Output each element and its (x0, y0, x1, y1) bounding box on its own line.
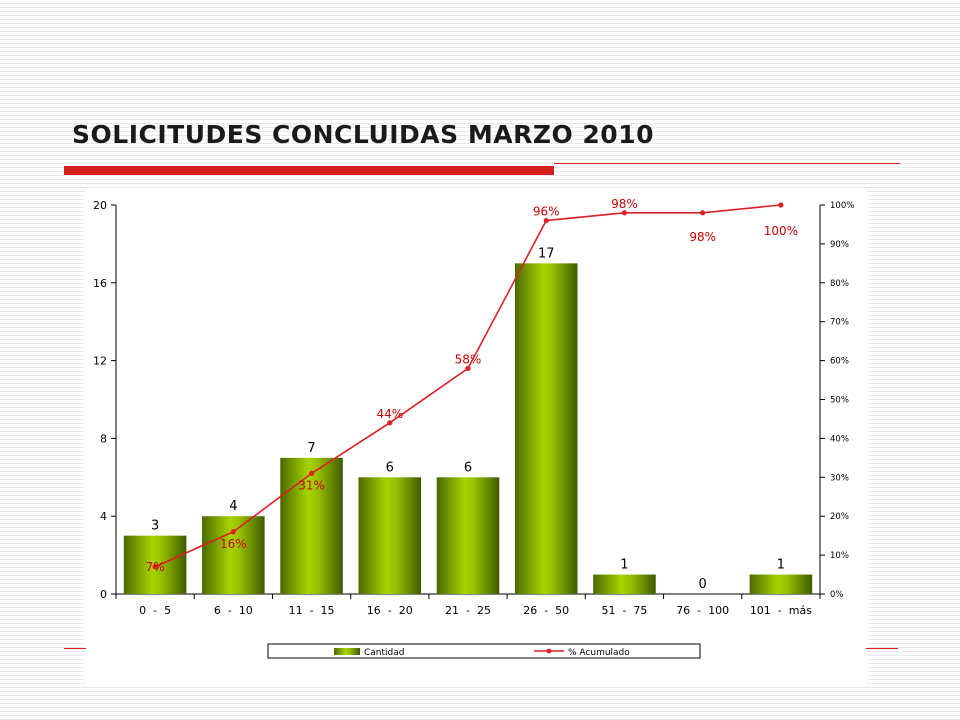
line-marker (700, 210, 706, 216)
line-value-label: 31% (298, 478, 325, 492)
line-value-label: 44% (376, 407, 403, 421)
line-marker (465, 365, 471, 371)
pareto-chart: 0481216200%10%20%30%40%50%60%70%80%90%10… (93, 197, 854, 659)
bar-value-label: 1 (620, 558, 628, 573)
bar-value-label: 1 (777, 558, 785, 573)
y-left-tick-label: 20 (93, 199, 107, 212)
y-right-tick-label: 90% (830, 240, 849, 250)
bar-value-label: 0 (699, 577, 707, 592)
x-tick-label: 51 - 75 (601, 604, 647, 617)
y-right-tick-label: 60% (830, 357, 849, 367)
line-value-label: 96% (533, 205, 560, 219)
x-tick-label: 6 - 10 (214, 604, 253, 617)
y-left-tick-label: 0 (100, 588, 107, 601)
y-right-tick-label: 100% (830, 201, 854, 211)
line-value-label: 7% (146, 560, 165, 574)
chart-axes: 0481216200%10%20%30%40%50%60%70%80%90%10… (93, 199, 854, 617)
y-right-tick-label: 10% (830, 551, 849, 561)
y-right-tick-label: 40% (830, 434, 849, 444)
x-tick-label: 16 - 20 (367, 604, 413, 617)
y-right-tick-label: 20% (830, 512, 849, 522)
y-right-tick-label: 80% (830, 279, 849, 289)
line-value-label: 100% (764, 224, 798, 238)
chart-panel: 0 4 8 12 16 20 0% 10% 20% 30% 40% 50% 60% 70% 80% 90% 10… (86, 188, 866, 684)
x-tick-label: 26 - 50 (523, 604, 569, 617)
line-marker (230, 529, 236, 535)
bar (280, 457, 343, 594)
y-right-tick-label: 30% (830, 473, 849, 483)
bar (358, 477, 422, 594)
title-underline-line (554, 163, 900, 164)
line-marker (308, 470, 315, 477)
y-right-tick-label: 0% (830, 590, 844, 600)
bar (749, 574, 813, 594)
bar (514, 263, 578, 594)
title-underline-bar (64, 166, 554, 175)
x-tick-label: 101 - más (750, 604, 812, 617)
bar (202, 516, 265, 594)
footer-rule-left (64, 648, 94, 649)
bar (593, 574, 656, 594)
line-value-label: 98% (611, 197, 638, 211)
y-left-tick-label: 12 (93, 355, 107, 368)
line-series (152, 202, 784, 570)
line-marker (387, 420, 393, 426)
line-value-label: 58% (455, 352, 482, 366)
bar-value-label: 7 (307, 441, 315, 456)
line-marker (778, 202, 784, 208)
y-left-tick-label: 4 (100, 510, 107, 523)
legend-label-line: % Acumulado (568, 648, 630, 658)
bar-value-label: 17 (538, 246, 555, 261)
bar (436, 477, 500, 594)
chart-legend: Cantidad % Acumulado (267, 643, 701, 659)
bar-value-label: 6 (464, 460, 472, 475)
y-left-tick-label: 16 (93, 277, 107, 290)
legend-marker-line (546, 648, 552, 654)
line-value-label: 98% (689, 230, 716, 244)
line-marker (621, 210, 628, 216)
bar-value-label: 6 (386, 460, 394, 475)
bar-series (123, 263, 813, 594)
y-right-tick-label: 50% (830, 396, 849, 406)
legend-label-bar: Cantidad (364, 648, 404, 658)
data-labels: 3 4 7 6 6 17 1 0 1 7% 16% 31% 44% 58% 96% 98% 98% 100% (146, 197, 798, 592)
x-tick-label: 11 - 15 (289, 604, 335, 617)
footer-rule-right (866, 648, 898, 649)
line-marker (152, 564, 158, 570)
line-marker (543, 217, 549, 224)
x-tick-label: 21 - 25 (445, 604, 491, 617)
legend-box (267, 643, 701, 659)
y-right-tick-label: 70% (830, 318, 849, 328)
bar-value-label: 4 (229, 499, 237, 514)
line-value-label: 16% (220, 537, 247, 551)
x-tick-label: 76 - 100 (676, 604, 729, 617)
x-tick-label: 0 - 5 (139, 604, 171, 617)
legend-swatch-bar (334, 648, 360, 655)
slide-title: SOLICITUDES CONCLUIDAS MARZO 2010 (72, 120, 654, 149)
bar-value-label: 3 (151, 519, 159, 534)
y-left-tick-label: 8 (100, 432, 107, 445)
